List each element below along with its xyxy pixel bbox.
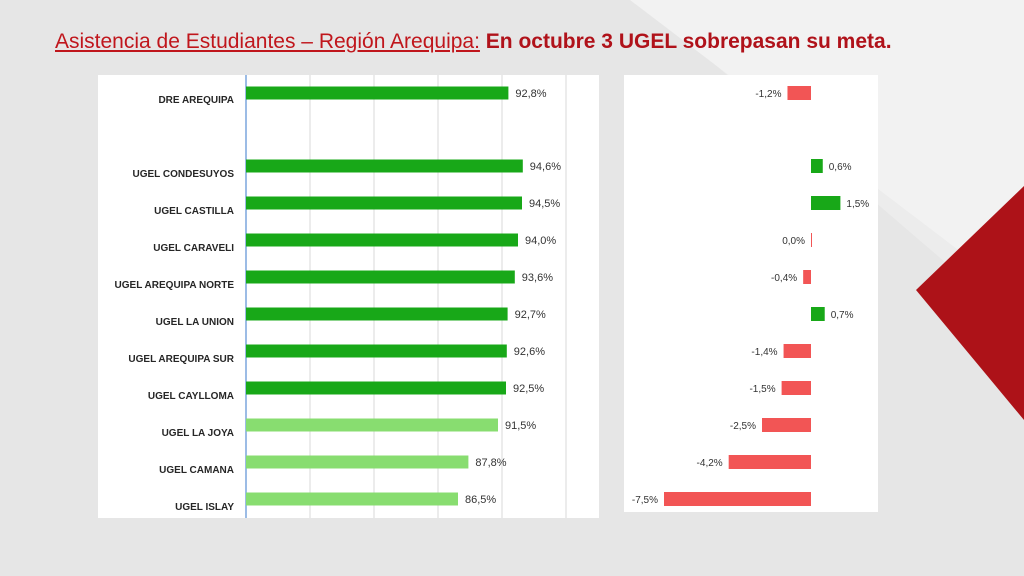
variation-bar — [811, 196, 841, 210]
variation-bar — [762, 418, 811, 432]
variation-bar — [781, 381, 811, 395]
variation-bar — [664, 492, 811, 506]
category-label: UGEL CAYLLOMA — [148, 391, 234, 402]
variation-label: -4,2% — [697, 458, 723, 469]
data-label: 86,5% — [465, 494, 496, 506]
attendance-bar — [246, 418, 498, 432]
data-label: 92,7% — [515, 309, 546, 321]
attendance-bar — [246, 381, 506, 395]
variation-label: -1,2% — [755, 89, 781, 100]
data-label: 93,6% — [522, 272, 553, 284]
category-label: UGEL ISLAY — [175, 502, 234, 513]
category-label: UGEL LA UNION — [156, 317, 234, 328]
category-label: DRE AREQUIPA — [158, 95, 234, 106]
variation-bar-chart: -1,2% 0,6% 1,5% 0,0% -0,4% 0,7% -1,4% -1,5% -2,5… — [632, 86, 869, 506]
variation-bar — [783, 344, 811, 358]
data-label: 94,6% — [530, 161, 561, 173]
category-label: UGEL LA JOYA — [162, 428, 234, 439]
slide-title: Asistencia de Estudiantes – Región Arequ… — [55, 30, 892, 54]
title-region: Asistencia de Estudiantes – Región Arequ… — [55, 30, 480, 53]
data-label: 94,5% — [529, 198, 560, 210]
data-label: 94,0% — [525, 235, 556, 247]
variation-chart-panel: -1,2% 0,6% 1,5% 0,0% -0,4% 0,7% -1,4% -1,5% -2,5… — [624, 75, 878, 512]
category-label: UGEL AREQUIPA SUR — [128, 354, 234, 365]
data-label: 92,8% — [515, 88, 546, 100]
title-highlight: En octubre 3 UGEL sobrepasan su meta. — [485, 30, 892, 53]
data-label: 92,5% — [513, 383, 544, 395]
variation-label: 0,0% — [782, 236, 805, 247]
data-label: 87,8% — [475, 457, 506, 469]
variation-label: 0,6% — [829, 162, 852, 173]
attendance-bar — [246, 159, 523, 173]
attendance-bar — [246, 307, 508, 321]
category-label: UGEL CASTILLA — [154, 206, 234, 217]
data-label: 91,5% — [505, 420, 536, 432]
variation-bar — [803, 270, 811, 284]
variation-label: -1,5% — [749, 384, 775, 395]
variation-label: -7,5% — [632, 495, 658, 506]
variation-bar — [811, 233, 812, 247]
attendance-bar — [246, 344, 507, 358]
variation-label: 1,5% — [846, 199, 869, 210]
variation-label: 0,7% — [831, 310, 854, 321]
variation-bar — [728, 455, 811, 469]
data-label: 92,6% — [514, 346, 545, 358]
attendance-bar — [246, 233, 518, 247]
variation-bar — [811, 159, 823, 173]
attendance-bar-chart: DRE AREQUIPA 92,8% UGEL CONDESUYOS 94,6% UGE… — [115, 75, 567, 518]
variation-bar — [811, 307, 825, 321]
attendance-bar — [246, 86, 509, 100]
variation-bar — [787, 86, 811, 100]
category-label: UGEL CONDESUYOS — [133, 169, 235, 180]
variation-label: -1,4% — [751, 347, 777, 358]
attendance-bar — [246, 196, 522, 210]
red-triangle-accent — [916, 186, 1024, 420]
category-label: UGEL AREQUIPA NORTE — [115, 280, 235, 291]
attendance-chart-panel: DRE AREQUIPA 92,8% UGEL CONDESUYOS 94,6% UGE… — [98, 75, 599, 518]
category-label: UGEL CARAVELI — [153, 243, 234, 254]
category-label: UGEL CAMANA — [159, 465, 234, 476]
variation-label: -2,5% — [730, 421, 756, 432]
attendance-bar — [246, 455, 469, 469]
attendance-bar — [246, 492, 458, 506]
variation-label: -0,4% — [771, 273, 797, 284]
attendance-bar — [246, 270, 515, 284]
